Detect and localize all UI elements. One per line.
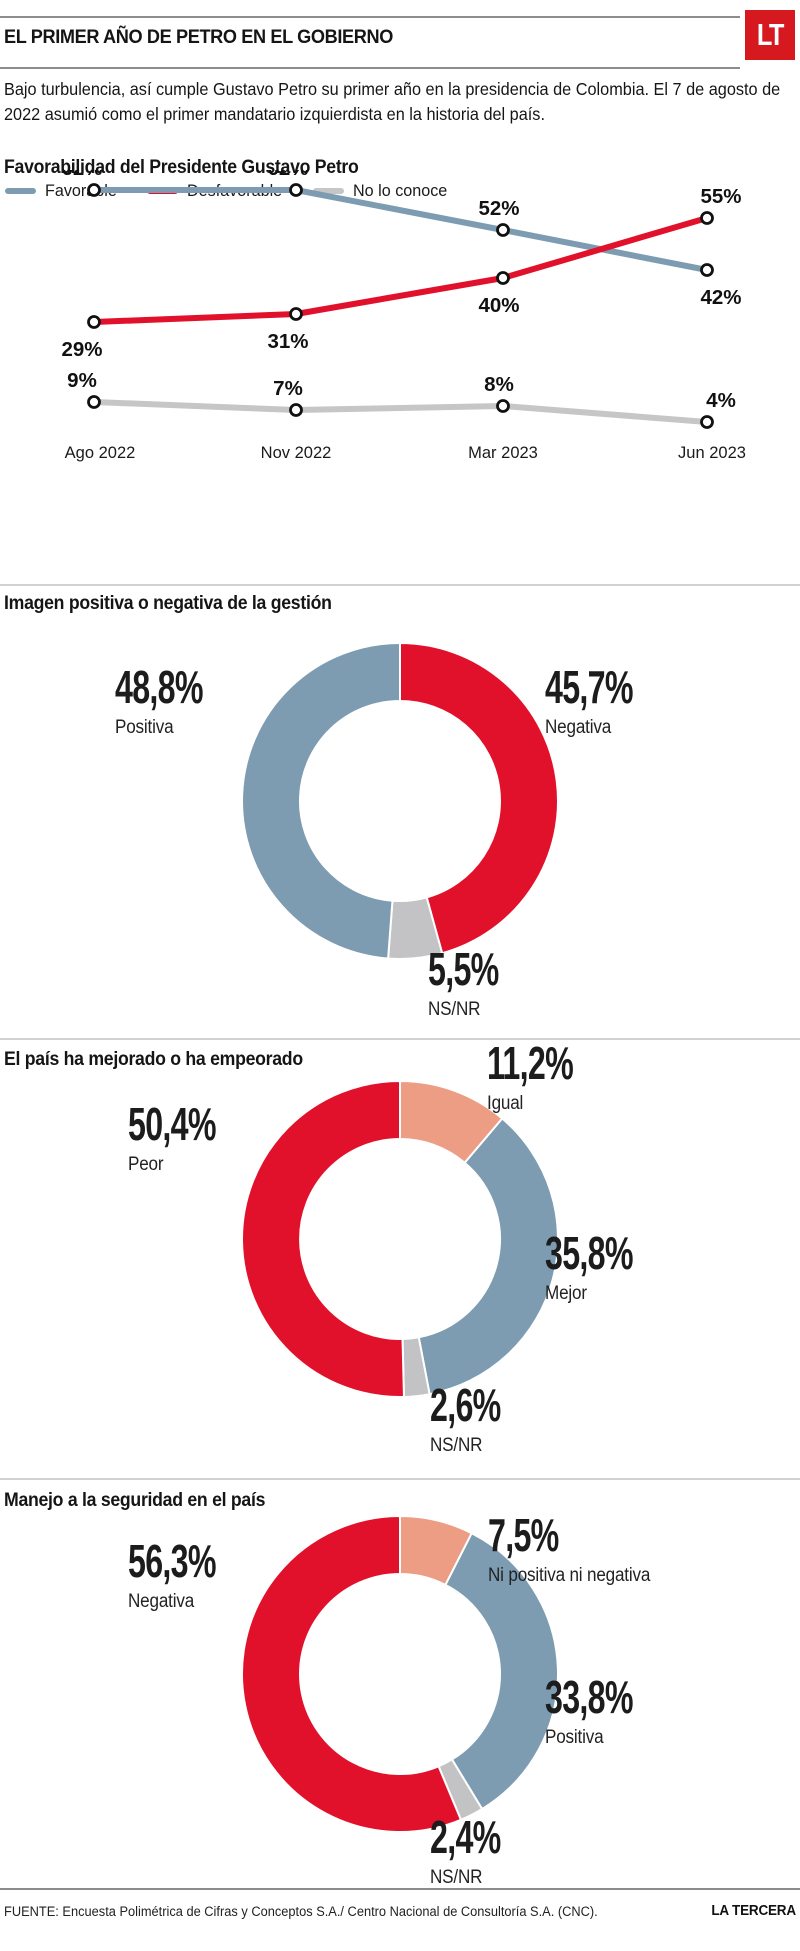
slice-name: Mejor bbox=[545, 1282, 587, 1304]
brand-name: LA TERCERA bbox=[711, 1903, 796, 1919]
no-lo-conoce-swatch-icon bbox=[312, 188, 344, 194]
slice-value: 11,2% bbox=[487, 1037, 574, 1089]
data-point bbox=[700, 263, 714, 277]
donut-slice-mejor bbox=[417, 1117, 559, 1396]
slice-name: Positiva bbox=[545, 1726, 604, 1748]
data-point bbox=[496, 271, 510, 285]
header-bottom-rule bbox=[0, 67, 740, 69]
point-label: 52% bbox=[478, 197, 519, 220]
donut2-title: El país ha mejorado o ha empeorado bbox=[4, 1049, 303, 1070]
donut-slice-peor bbox=[241, 1079, 405, 1398]
donut-label-positiva: 48,8% Positiva bbox=[115, 661, 240, 739]
donut-label-peor: 50,4% Peor bbox=[128, 1098, 253, 1176]
slice-name: Peor bbox=[128, 1153, 164, 1175]
donut-chart-2 bbox=[241, 1079, 559, 1398]
slice-name: Ni positiva ni negativa bbox=[488, 1564, 651, 1586]
donut-label-ns-nr: 5,5% NS/NR bbox=[428, 943, 529, 1021]
section-divider bbox=[0, 1478, 800, 1480]
axis-label: Jun 2023 bbox=[678, 444, 746, 462]
donut3-title: Manejo a la seguridad en el país bbox=[4, 1490, 266, 1511]
point-label: 9% bbox=[67, 369, 97, 392]
donut-label-mejor: 35,8% Mejor bbox=[545, 1227, 670, 1305]
donut-label-ns-nr: 2,4% NS/NR bbox=[430, 1811, 531, 1889]
slice-name: Positiva bbox=[115, 716, 174, 738]
point-label: 62% bbox=[61, 170, 102, 180]
source-note: FUENTE: Encuesta Polimétrica de Cifras y… bbox=[4, 1904, 598, 1919]
legend-label: No lo conoce bbox=[352, 181, 448, 200]
page-title: EL PRIMER AÑO DE PETRO EN EL GOBIERNO bbox=[4, 26, 393, 48]
section-divider bbox=[0, 1038, 800, 1040]
donut-chart-3 bbox=[240, 1514, 560, 1833]
line-series-no-lo-conoce bbox=[91, 399, 710, 425]
donut-label-ni-positiva-ni-negativa: 7,5% Ni positiva ni negativa bbox=[488, 1509, 668, 1587]
point-label: 8% bbox=[484, 373, 514, 396]
slice-value: 5,5% bbox=[428, 943, 499, 995]
donut-slice-positiva bbox=[444, 1531, 560, 1811]
data-point bbox=[87, 395, 101, 409]
data-point bbox=[87, 315, 101, 329]
data-point bbox=[289, 183, 303, 197]
slice-value: 56,3% bbox=[128, 1535, 217, 1587]
line-chart-title: Favorabilidad del Presidente Gustavo Pet… bbox=[4, 157, 359, 178]
donut-chart-1 bbox=[241, 641, 560, 960]
point-label: 42% bbox=[700, 286, 741, 309]
point-label: 55% bbox=[700, 185, 741, 208]
point-label: 31% bbox=[267, 330, 308, 353]
donut-slice-positiva bbox=[241, 641, 401, 960]
legend-item-no-lo-conoce: No lo conoce bbox=[312, 181, 452, 201]
data-point bbox=[87, 183, 101, 197]
slice-name: Negativa bbox=[545, 716, 612, 738]
slice-value: 50,4% bbox=[128, 1098, 217, 1150]
axis-label: Ago 2022 bbox=[65, 444, 136, 462]
slice-value: 35,8% bbox=[545, 1227, 634, 1279]
data-point bbox=[289, 403, 303, 417]
data-point bbox=[496, 399, 510, 413]
donut-label-igual: 11,2% Igual bbox=[487, 1037, 610, 1115]
axis-label: Nov 2022 bbox=[261, 444, 332, 462]
data-point bbox=[496, 223, 510, 237]
point-label: 62% bbox=[267, 170, 308, 180]
slice-value: 48,8% bbox=[115, 661, 204, 713]
section-divider bbox=[0, 584, 800, 586]
data-point bbox=[289, 307, 303, 321]
slice-name: NS/NR bbox=[428, 998, 481, 1020]
line-series-desfavorable bbox=[91, 215, 710, 325]
lt-logo: LT bbox=[745, 10, 795, 60]
slice-value: 2,6% bbox=[430, 1379, 501, 1431]
donut-label-positiva: 33,8% Positiva bbox=[545, 1671, 670, 1749]
favorability-line-chart: 62% 62% 52% 42% 29% 31% 40% 55% 9% 7% 8% 4% Ago 2022… bbox=[61, 170, 746, 462]
slice-value: 2,4% bbox=[430, 1811, 501, 1863]
intro-paragraph: Bajo turbulencia, así cumple Gustavo Pet… bbox=[4, 79, 781, 124]
donut-label-negativa: 45,7% Negativa bbox=[545, 661, 670, 739]
donut-label-negativa: 56,3% Negativa bbox=[128, 1535, 253, 1613]
slice-name: Igual bbox=[487, 1092, 524, 1114]
favorable-swatch-icon bbox=[5, 188, 36, 194]
axis-label: Mar 2023 bbox=[468, 444, 538, 462]
slice-name: NS/NR bbox=[430, 1866, 483, 1888]
slice-name: NS/NR bbox=[430, 1434, 483, 1456]
slice-value: 33,8% bbox=[545, 1671, 634, 1723]
slice-value: 45,7% bbox=[545, 661, 634, 713]
point-label: 7% bbox=[273, 377, 303, 400]
point-label: 29% bbox=[61, 338, 102, 361]
donut-slice-negativa bbox=[240, 1514, 463, 1833]
slice-value: 7,5% bbox=[488, 1509, 559, 1561]
footer-rule bbox=[0, 1888, 800, 1890]
header-top-rule bbox=[0, 16, 740, 18]
data-point bbox=[700, 415, 714, 429]
line-series-favorable bbox=[91, 187, 710, 273]
point-label: 4% bbox=[706, 389, 736, 412]
donut1-title: Imagen positiva o negativa de la gestión bbox=[4, 593, 332, 614]
point-label: 40% bbox=[478, 294, 519, 317]
lt-logo-text: LT bbox=[757, 17, 785, 52]
donut-slice-negativa bbox=[399, 641, 560, 955]
data-point bbox=[700, 211, 714, 225]
slice-name: Negativa bbox=[128, 1590, 195, 1612]
donut-label-ns-nr: 2,6% NS/NR bbox=[430, 1379, 531, 1457]
